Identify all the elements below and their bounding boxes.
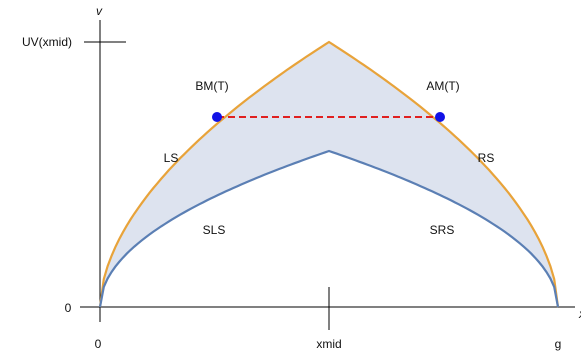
shaded-region: [100, 42, 558, 307]
y-axis-name: v: [96, 4, 103, 18]
x-axis-name: x: [578, 307, 581, 321]
curve-label-srs: SRS: [430, 223, 455, 237]
x-tick-label-left: 0: [95, 337, 102, 351]
point-label-bm: BM(T): [195, 79, 228, 93]
point-label-am: AM(T): [426, 79, 459, 93]
x-tick-label-middle: xmid: [316, 337, 341, 351]
x-tick-label-right: g: [555, 337, 562, 351]
y-tick-label-zero: 0: [65, 301, 72, 315]
point-am: [435, 112, 445, 122]
curve-label-rs: RS: [478, 151, 495, 165]
point-bm: [212, 112, 222, 122]
curve-label-ls: LS: [164, 151, 179, 165]
lower-curve: [98, 149, 560, 308]
curve-label-sls: SLS: [203, 223, 226, 237]
upper-curve: [98, 40, 560, 308]
y-tick-label-top: UV(xmid): [22, 35, 72, 49]
